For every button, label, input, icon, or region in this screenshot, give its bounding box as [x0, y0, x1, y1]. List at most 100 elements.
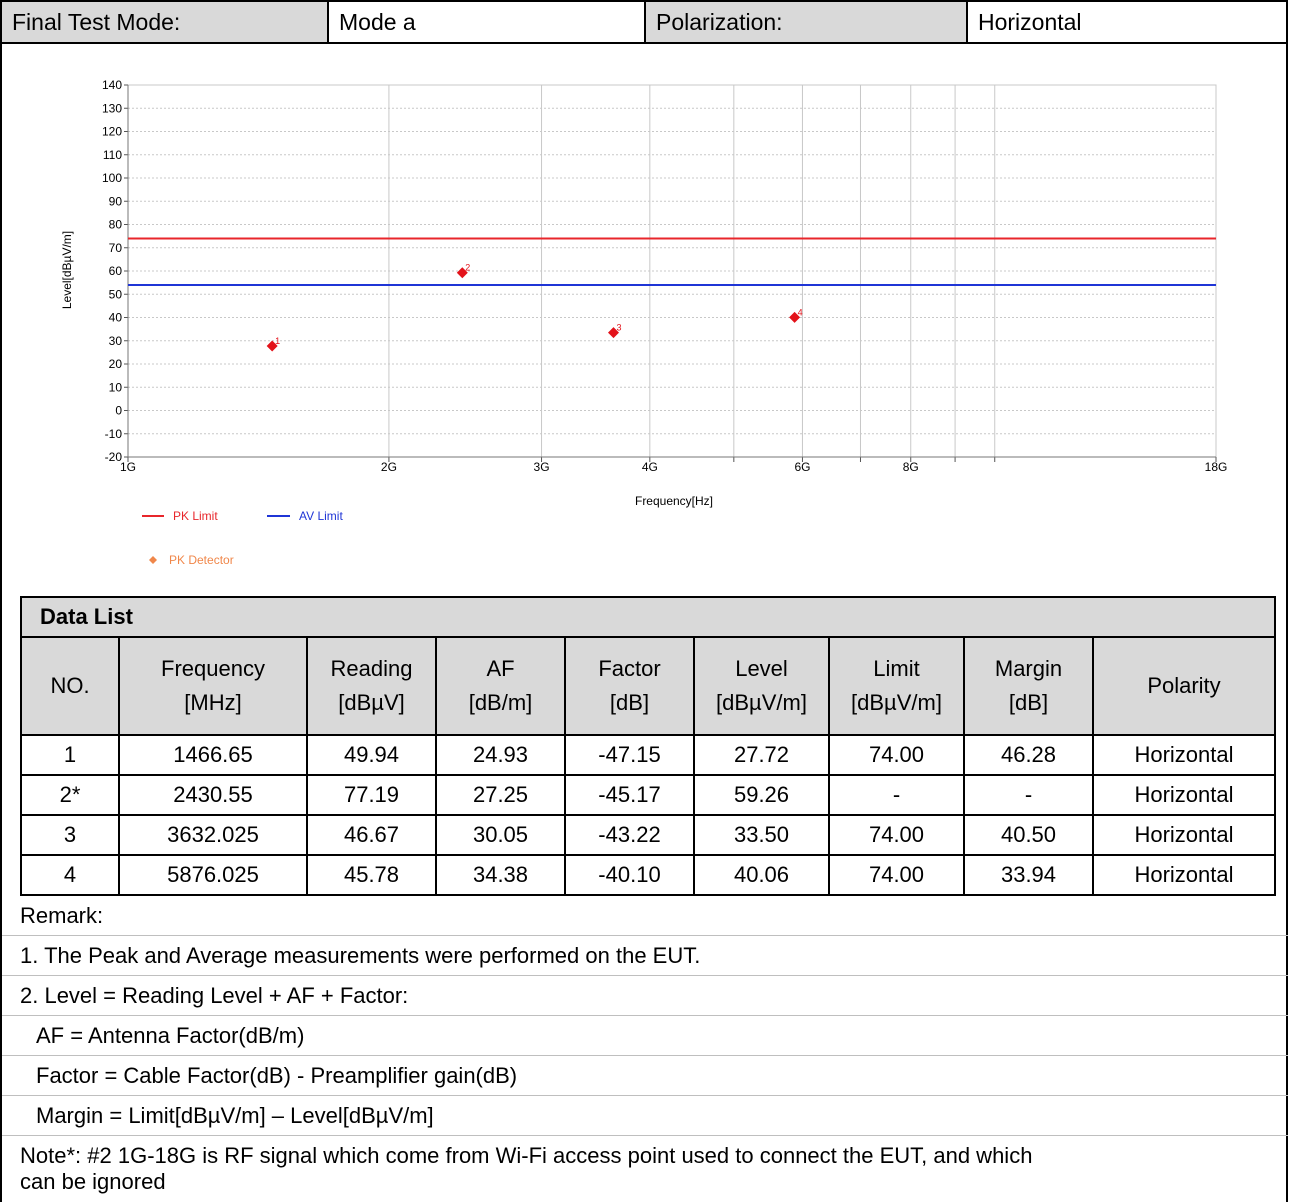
y-tick-label: 100 — [102, 171, 122, 185]
column-header-unit: [dBµV] — [338, 690, 405, 715]
data-point-label: 4 — [798, 307, 803, 317]
divider — [2, 935, 1288, 936]
note-line-2: can be ignored — [20, 1169, 166, 1194]
x-tick-label: 18G — [1205, 460, 1228, 474]
table-cell: 2430.55 — [118, 774, 308, 816]
table-cell: 33.50 — [693, 814, 830, 856]
table-cell: 1466.65 — [118, 734, 308, 776]
y-tick-label: -10 — [105, 427, 123, 441]
y-tick-label: 40 — [109, 311, 123, 325]
column-header-unit: [dB] — [1008, 690, 1049, 715]
y-tick-label: 80 — [109, 218, 123, 232]
y-tick-label: 20 — [109, 357, 123, 371]
table-cell: 45.78 — [306, 854, 437, 896]
table-cell: 27.25 — [435, 774, 566, 816]
remark-line-4: Factor = Cable Factor(dB) - Preamplifier… — [36, 1063, 518, 1088]
table-cell: 30.05 — [435, 814, 566, 856]
column-header-name: Reading — [330, 656, 413, 681]
table-cell: 27.72 — [693, 734, 830, 776]
column-header: Frequency [MHz] — [118, 636, 308, 736]
x-tick-label: 2G — [381, 460, 397, 474]
table-cell: - — [828, 774, 965, 816]
data-point — [456, 267, 468, 279]
table-body: 1 1466.65 49.94 24.93 -47.15 27.72 74.00 46.28 H… — [20, 734, 1276, 896]
column-header-unit: [dB/m] — [468, 690, 533, 715]
table-cell: 40.50 — [963, 814, 1094, 856]
table-cell: -45.17 — [564, 774, 695, 816]
divider — [2, 975, 1288, 976]
divider — [2, 1055, 1288, 1056]
column-header: Limit [dBµV/m] — [828, 636, 965, 736]
legend-label: AV Limit — [299, 509, 343, 523]
legend-label: PK Limit — [173, 509, 218, 523]
column-header: Reading [dBµV] — [306, 636, 437, 736]
data-point — [789, 311, 801, 323]
y-tick-label: 70 — [109, 241, 123, 255]
limit-lines — [128, 237, 1216, 286]
table-cell: -47.15 — [564, 734, 695, 776]
remark-line-5: Margin = Limit[dBµV/m] – Level[dBµV/m] — [36, 1103, 434, 1128]
table-cell: Horizontal — [1092, 774, 1276, 816]
column-header-name: Factor — [598, 656, 661, 681]
polarization-value: Horizontal — [978, 9, 1082, 35]
column-header-unit: [dB] — [609, 690, 650, 715]
y-tick-label: -20 — [105, 450, 123, 464]
y-tick-label: 10 — [109, 380, 123, 394]
x-tick-label: 8G — [903, 460, 919, 474]
data-list-table: Data List NO. Frequency [MHz] Reading [dBµV]… — [20, 596, 1276, 896]
divider — [2, 1135, 1288, 1136]
table-cell: -43.22 — [564, 814, 695, 856]
data-point-label: 3 — [617, 323, 622, 333]
y-tick-label: 120 — [102, 125, 122, 139]
remark-line-3: AF = Antenna Factor(dB/m) — [36, 1023, 305, 1048]
column-header: Factor [dB] — [564, 636, 695, 736]
y-tick-label: 130 — [102, 101, 122, 115]
table-cell: Horizontal — [1092, 814, 1276, 856]
divider — [2, 1015, 1288, 1016]
remark-line-1: 1. The Peak and Average measurements wer… — [20, 943, 701, 968]
table-cell: 4 — [20, 854, 120, 896]
remark-line-2: 2. Level = Reading Level + AF + Factor: — [20, 983, 409, 1008]
table-cell: 34.38 — [435, 854, 566, 896]
legend-label: PK Detector — [169, 553, 234, 567]
column-header-unit: [dBµV/m] — [716, 690, 807, 715]
column-header-name: Level — [735, 656, 788, 681]
chart-grid — [127, 84, 1217, 458]
table-cell: 46.28 — [963, 734, 1094, 776]
table-cell: 1 — [20, 734, 120, 776]
y-axis-label: Level[dBµV/m] — [60, 231, 74, 309]
table-cell: Horizontal — [1092, 854, 1276, 896]
table-cell: 2* — [20, 774, 120, 816]
x-axis-label: Frequency[Hz] — [635, 494, 713, 508]
data-point-label: 1 — [275, 336, 280, 346]
data-point — [266, 340, 278, 352]
polarization-label: Polarization: — [646, 2, 968, 42]
table-cell: 46.67 — [306, 814, 437, 856]
table-cell: - — [963, 774, 1094, 816]
column-header-unit: [MHz] — [184, 690, 242, 715]
column-header: Polarity — [1092, 636, 1276, 736]
chart-axes: 1401301201101009080706050403020100-10-20… — [102, 78, 1227, 474]
data-point-label: 2 — [465, 263, 470, 273]
table-cell: 49.94 — [306, 734, 437, 776]
legend-marker — [149, 556, 157, 564]
table-cell: 74.00 — [828, 734, 965, 776]
x-tick-label: 6G — [794, 460, 810, 474]
table-row: 3 3632.025 46.67 30.05 -43.22 33.50 74.00 40.50… — [20, 814, 1276, 856]
remark-heading: Remark: — [20, 903, 104, 928]
column-header: Level [dBµV/m] — [693, 636, 830, 736]
table-row: 1 1466.65 49.94 24.93 -47.15 27.72 74.00 46.28 H… — [20, 734, 1276, 776]
y-tick-label: 110 — [103, 148, 122, 162]
table-cell: 74.00 — [828, 854, 965, 896]
column-header-name: Limit — [873, 656, 920, 681]
x-tick-label: 1G — [120, 460, 136, 474]
table-cell: -40.10 — [564, 854, 695, 896]
note-line-1: Note*: #2 1G-18G is RF signal which come… — [20, 1143, 1033, 1168]
x-tick-label: 4G — [642, 460, 658, 474]
table-header-row: NO. Frequency [MHz] Reading [dBµV] AF [dB/m] Fa… — [20, 636, 1276, 736]
x-tick-label: 3G — [534, 460, 550, 474]
data-list-title: Data List — [20, 596, 1276, 638]
column-header-name: Polarity — [1147, 673, 1221, 698]
data-points: 1 2 3 4 — [266, 263, 803, 352]
